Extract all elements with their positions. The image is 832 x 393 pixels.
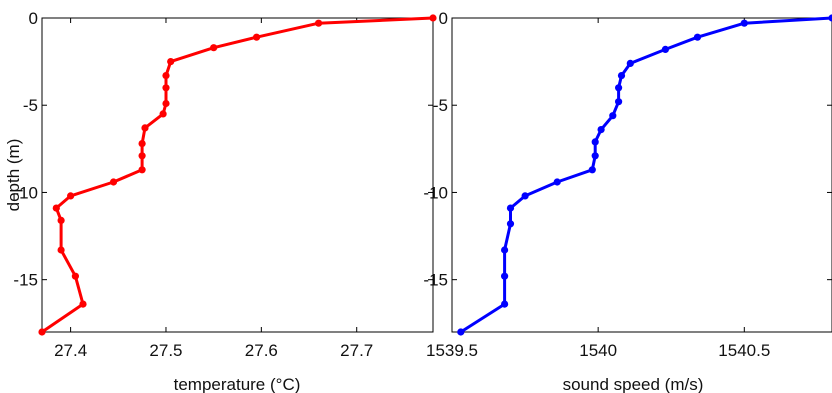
temperature-x-tick-labels: 27.4 27.5 27.6 27.7: [54, 341, 373, 360]
data-point: [597, 126, 605, 134]
x-tick-label: 1539.5: [426, 341, 478, 360]
sound-speed-x-axis-label: sound speed (m/s): [563, 375, 704, 393]
y-tick-label: 0: [29, 9, 38, 28]
data-point: [506, 220, 515, 228]
data-point: [52, 204, 60, 212]
y-tick-label: 0: [439, 9, 448, 28]
x-tick-label: 27.5: [149, 341, 182, 360]
data-point: [501, 300, 509, 308]
data-point: [615, 98, 623, 106]
data-point: [591, 138, 599, 146]
data-point: [253, 33, 261, 41]
sound-speed-x-ticks: [451, 18, 745, 332]
data-point: [57, 246, 65, 254]
data-point: [828, 14, 832, 22]
temperature-markers: [38, 14, 437, 336]
sound-speed-profile-line: [459, 16, 832, 334]
y-tick-label: -5: [23, 96, 38, 115]
data-point: [210, 44, 218, 52]
data-point: [162, 99, 170, 108]
data-point: [109, 178, 118, 186]
x-tick-label: 27.6: [245, 341, 278, 360]
data-point: [740, 19, 748, 27]
data-point: [159, 110, 167, 118]
data-point: [591, 152, 599, 160]
data-point: [57, 216, 65, 224]
data-point: [661, 45, 670, 54]
data-point: [71, 272, 79, 280]
sound-speed-plot-frame: [451, 17, 832, 333]
data-point: [138, 140, 146, 148]
y-tick-label: -15: [13, 271, 38, 290]
temperature-plot-frame: [41, 17, 434, 333]
sound-speed-x-tick-labels: 1539.5 1540 1540.5: [426, 341, 770, 360]
data-point: [67, 192, 75, 200]
data-point: [617, 72, 626, 80]
data-point: [609, 112, 617, 120]
sound-speed-y-tick-labels: 0 -5 -10 -15: [423, 9, 448, 290]
data-point: [79, 300, 87, 308]
depth-y-axis-label: depth (m): [4, 139, 23, 212]
data-point: [167, 58, 175, 66]
y-tick-label: -15: [423, 271, 448, 290]
sound-speed-panel: 0 -5 -10 -15 1539.5 1540 1540.5 sound speed (…: [423, 9, 832, 393]
data-point: [626, 59, 634, 67]
data-point: [506, 204, 515, 212]
data-point: [457, 328, 465, 336]
temperature-x-axis-label: temperature (°C): [174, 375, 301, 393]
data-point: [588, 166, 596, 174]
data-point: [501, 272, 509, 280]
temperature-y-tick-labels: 0 -5 -10 -15: [13, 9, 38, 290]
sound-speed-markers: [457, 14, 832, 336]
data-point: [693, 33, 702, 41]
temperature-x-ticks: [70, 18, 358, 332]
temperature-y-ticks: [42, 17, 433, 281]
x-tick-label: 27.7: [340, 341, 373, 360]
y-tick-label: -5: [433, 96, 448, 115]
data-point: [38, 328, 46, 336]
data-point: [162, 84, 170, 92]
data-point: [138, 166, 146, 174]
data-point: [429, 14, 437, 22]
data-point: [553, 178, 561, 186]
temperature-panel: 0 -5 -10 -15 27.4 27.5 27.6 27.7 temperature (…: [4, 9, 437, 393]
data-point: [615, 84, 623, 92]
data-point: [501, 246, 509, 254]
data-point: [162, 72, 170, 80]
y-tick-label: -10: [423, 183, 448, 202]
data-point: [521, 192, 529, 200]
x-tick-label: 1540.5: [718, 341, 770, 360]
data-point: [315, 19, 323, 27]
data-point: [141, 124, 149, 132]
x-tick-label: 1540: [579, 341, 617, 360]
temperature-profile-line: [40, 16, 435, 334]
y-tick-label: -10: [13, 183, 38, 202]
data-point: [138, 152, 146, 160]
x-tick-label: 27.4: [54, 341, 87, 360]
